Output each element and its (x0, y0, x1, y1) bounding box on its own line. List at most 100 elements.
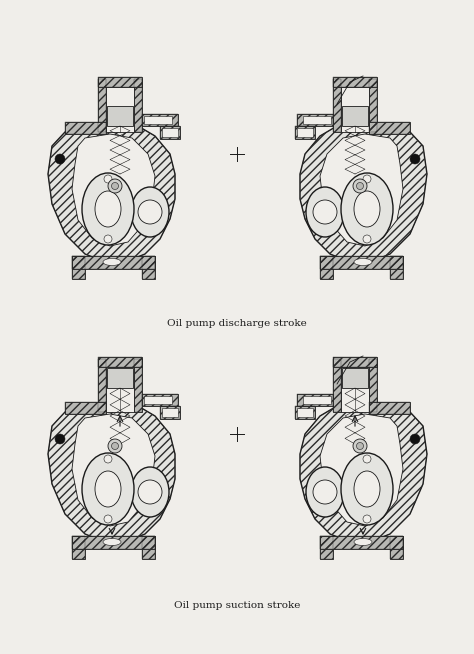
Polygon shape (333, 77, 377, 87)
Ellipse shape (82, 173, 134, 245)
Circle shape (313, 200, 337, 224)
Circle shape (104, 515, 112, 523)
Polygon shape (320, 256, 403, 269)
Polygon shape (297, 394, 333, 406)
Polygon shape (98, 359, 106, 412)
Polygon shape (320, 536, 403, 549)
Polygon shape (134, 359, 142, 412)
Circle shape (108, 179, 122, 193)
Circle shape (104, 455, 112, 463)
Polygon shape (134, 79, 142, 132)
Ellipse shape (103, 258, 121, 266)
Polygon shape (107, 106, 133, 126)
Polygon shape (72, 134, 155, 246)
Polygon shape (369, 79, 377, 132)
Ellipse shape (306, 187, 344, 237)
Polygon shape (142, 114, 178, 126)
Polygon shape (300, 402, 427, 542)
Polygon shape (144, 116, 172, 124)
Polygon shape (106, 367, 134, 412)
Polygon shape (107, 368, 133, 388)
Polygon shape (320, 256, 333, 279)
Circle shape (410, 434, 420, 444)
Circle shape (353, 439, 367, 453)
Ellipse shape (354, 471, 380, 507)
Circle shape (111, 443, 118, 449)
Polygon shape (65, 402, 106, 414)
Circle shape (356, 443, 364, 449)
Circle shape (55, 154, 65, 164)
Circle shape (363, 455, 371, 463)
Ellipse shape (103, 538, 121, 545)
Circle shape (410, 154, 420, 164)
Polygon shape (106, 87, 134, 132)
Polygon shape (341, 367, 369, 412)
Polygon shape (72, 414, 155, 526)
Ellipse shape (341, 453, 393, 525)
Polygon shape (297, 128, 313, 137)
Polygon shape (342, 106, 368, 126)
Polygon shape (300, 122, 427, 262)
Polygon shape (333, 79, 341, 132)
Circle shape (356, 182, 364, 190)
Circle shape (363, 235, 371, 243)
Ellipse shape (341, 173, 393, 245)
Ellipse shape (95, 471, 121, 507)
Polygon shape (341, 87, 369, 132)
Polygon shape (65, 122, 106, 134)
Polygon shape (98, 357, 142, 367)
Text: Oil pump suction stroke: Oil pump suction stroke (174, 602, 300, 610)
Circle shape (138, 200, 162, 224)
Circle shape (104, 235, 112, 243)
Polygon shape (320, 536, 333, 559)
Polygon shape (390, 536, 403, 559)
Polygon shape (72, 256, 85, 279)
Polygon shape (72, 256, 155, 269)
Polygon shape (72, 536, 155, 549)
Polygon shape (297, 114, 333, 126)
Polygon shape (295, 406, 315, 419)
Polygon shape (369, 122, 410, 134)
Circle shape (363, 515, 371, 523)
Polygon shape (342, 368, 368, 388)
Polygon shape (162, 408, 178, 417)
Polygon shape (142, 256, 155, 279)
Polygon shape (72, 536, 85, 559)
Polygon shape (369, 402, 410, 414)
Polygon shape (295, 126, 315, 139)
Polygon shape (369, 359, 377, 412)
Ellipse shape (354, 191, 380, 227)
Polygon shape (320, 134, 403, 246)
Ellipse shape (82, 453, 134, 525)
Circle shape (55, 434, 65, 444)
Polygon shape (98, 77, 142, 87)
Ellipse shape (131, 467, 169, 517)
Polygon shape (48, 402, 175, 542)
Polygon shape (142, 536, 155, 559)
Circle shape (363, 175, 371, 183)
Circle shape (111, 182, 118, 190)
Polygon shape (98, 79, 106, 132)
Circle shape (313, 480, 337, 504)
Circle shape (104, 175, 112, 183)
Circle shape (138, 480, 162, 504)
Ellipse shape (354, 538, 372, 545)
Polygon shape (333, 357, 377, 367)
Ellipse shape (95, 191, 121, 227)
Polygon shape (390, 256, 403, 279)
Polygon shape (303, 116, 331, 124)
Polygon shape (144, 396, 172, 404)
Ellipse shape (306, 467, 344, 517)
Polygon shape (333, 359, 341, 412)
Polygon shape (142, 394, 178, 406)
Polygon shape (162, 128, 178, 137)
Polygon shape (320, 414, 403, 526)
Polygon shape (160, 126, 180, 139)
Circle shape (353, 179, 367, 193)
Ellipse shape (354, 258, 372, 266)
Polygon shape (303, 396, 331, 404)
Text: Oil pump discharge stroke: Oil pump discharge stroke (167, 320, 307, 328)
Circle shape (108, 439, 122, 453)
Polygon shape (160, 406, 180, 419)
Polygon shape (297, 408, 313, 417)
